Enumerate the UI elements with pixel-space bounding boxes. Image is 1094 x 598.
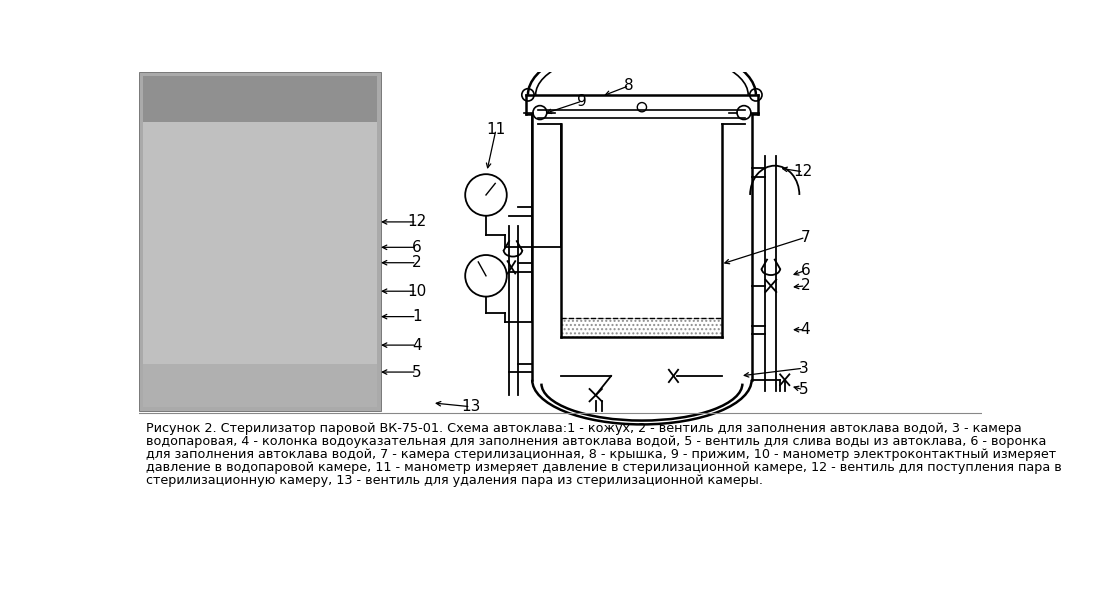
Text: 2: 2 (411, 255, 421, 270)
Text: 8: 8 (625, 78, 635, 93)
Text: 3: 3 (799, 361, 808, 376)
Text: водопаровая, 4 - колонка водоуказательная для заполнения автоклава водой, 5 - ве: водопаровая, 4 - колонка водоуказательна… (146, 435, 1046, 448)
Text: для заполнения автоклава водой, 7 - камера стерилизационная, 8 - крышка, 9 - при: для заполнения автоклава водой, 7 - каме… (146, 448, 1056, 461)
Circle shape (465, 255, 507, 297)
Text: 5: 5 (799, 382, 808, 397)
Bar (143, 75, 377, 407)
Text: 7: 7 (801, 230, 811, 245)
Text: 13: 13 (461, 399, 480, 414)
Text: 6: 6 (801, 263, 811, 278)
Text: 9: 9 (578, 93, 587, 108)
Text: Рисунок 2. Стерилизатор паровой ВК-75-01. Схема автоклава:1 - кожух, 2 - вентиль: Рисунок 2. Стерилизатор паровой ВК-75-01… (146, 422, 1022, 435)
Text: 1: 1 (411, 309, 421, 324)
Text: 6: 6 (411, 240, 421, 255)
Text: 11: 11 (487, 122, 505, 137)
Text: стерилизационную камеру, 13 - вентиль для удаления пара из стерилизационной каме: стерилизационную камеру, 13 - вентиль дл… (146, 474, 763, 487)
Text: 12: 12 (407, 215, 427, 230)
Text: 5: 5 (411, 365, 421, 380)
Text: 10: 10 (407, 283, 427, 299)
Text: 4: 4 (801, 322, 811, 337)
Text: давление в водопаровой камере, 11 - манометр измеряет давление в стерилизационно: давление в водопаровой камере, 11 - мано… (146, 462, 1061, 474)
Bar (382, 72, 982, 412)
Circle shape (465, 174, 507, 216)
Bar (143, 75, 377, 122)
Text: 4: 4 (411, 338, 421, 353)
Bar (140, 72, 382, 411)
Bar (561, 318, 722, 337)
Bar (143, 364, 377, 407)
Text: 2: 2 (801, 278, 811, 294)
Text: 12: 12 (793, 164, 813, 179)
